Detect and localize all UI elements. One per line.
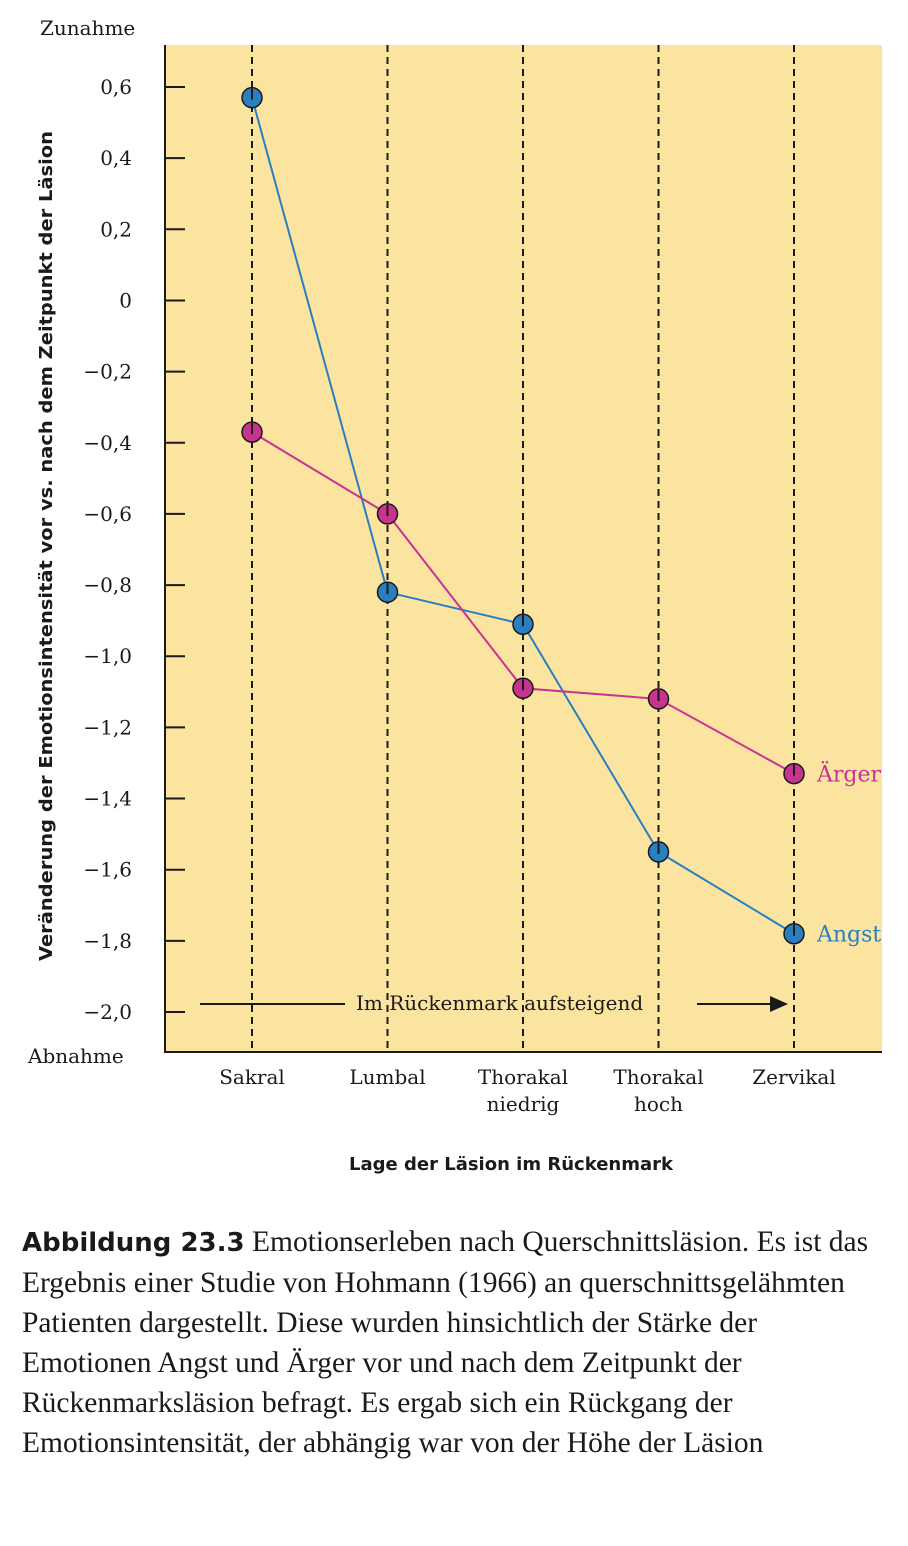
y-tick-label: 0,2 — [100, 217, 132, 241]
y-tick-label: −1,4 — [83, 787, 132, 811]
series-label-Ärger: Ärger — [816, 761, 882, 788]
y-tick-label: −0,6 — [83, 502, 132, 526]
arrow-annotation: Im Rückenmark aufsteigend — [356, 991, 643, 1015]
line-chart: 0,6 0,4 0,2 0 −0,2 −0,4 −0,6 −0,8 −1,0 −1,2 −1,4 −1… — [27, 16, 882, 1175]
y-tick-label: −0,4 — [83, 431, 132, 455]
y-tick-label: 0,4 — [100, 146, 132, 170]
x-category-label: Lumbal — [349, 1065, 425, 1089]
caption-text: Emotionserleben nach Querschnittsläsion.… — [22, 1226, 869, 1459]
arrow-head — [770, 996, 788, 1012]
x-category-label: niedrig — [487, 1092, 560, 1116]
y-tick-label: −0,8 — [83, 573, 132, 597]
y-bottom-word: Abnahme — [27, 1044, 124, 1068]
y-tick-label: −1,8 — [83, 929, 132, 953]
series-label-Angst: Angst — [816, 923, 881, 948]
x-category-label: Thorakal — [478, 1065, 568, 1089]
y-axis-title: Veränderung der Emotionsintensität vor v… — [36, 131, 57, 961]
caption-label: Abbildung 23.3 — [22, 1228, 245, 1258]
figure-caption: Abbildung 23.3 Emotionserleben nach Quer… — [22, 1222, 892, 1463]
y-tick-label: 0,6 — [100, 75, 132, 99]
x-axis-title: Lage der Läsion im Rückenmark — [349, 1154, 674, 1175]
y-tick-label: −1,2 — [83, 715, 132, 739]
x-category-label: hoch — [634, 1092, 683, 1116]
x-axis-labels: Sakral Lumbal Thorakal niedrig Thorakal hoch Z… — [219, 1065, 836, 1116]
x-category-label: Thorakal — [613, 1065, 703, 1089]
y-tick-label: −1,6 — [83, 858, 132, 882]
x-category-label: Zervikal — [752, 1065, 835, 1089]
y-axis-ticks: 0,6 0,4 0,2 0 −0,2 −0,4 −0,6 −0,8 −1,0 −1,2 −1,4 −1… — [83, 75, 185, 1024]
y-tick-label: −1,0 — [83, 644, 132, 668]
ascending-arrow: Im Rückenmark aufsteigend — [200, 991, 788, 1015]
y-tick-label: −0,2 — [83, 360, 132, 384]
y-tick-label: −2,0 — [83, 1000, 132, 1024]
x-category-label: Sakral — [219, 1065, 285, 1089]
y-top-word: Zunahme — [40, 16, 135, 40]
series-layer: Angst Ärger — [241, 86, 882, 948]
y-tick-label: 0 — [119, 288, 132, 312]
